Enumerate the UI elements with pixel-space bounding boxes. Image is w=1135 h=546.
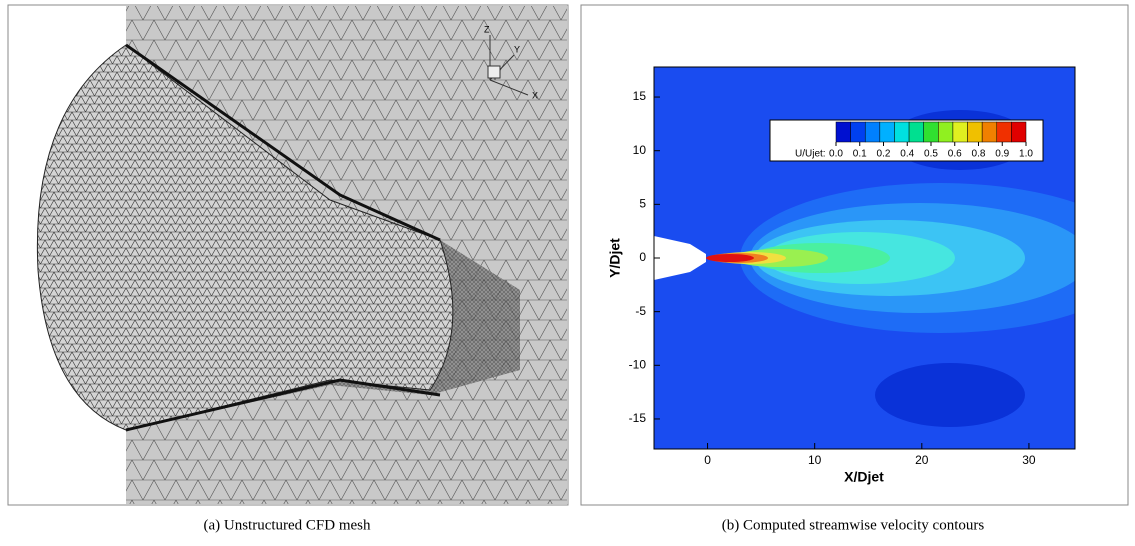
colorbar-tick-label: 0.8 bbox=[972, 149, 986, 160]
colorbar-segment bbox=[952, 121, 968, 143]
y-tick-label: -15 bbox=[629, 411, 647, 425]
x-tick-label: 30 bbox=[1022, 453, 1036, 467]
colorbar-segment bbox=[908, 121, 924, 143]
x-tick-label: 0 bbox=[704, 453, 711, 467]
y-tick-label: 15 bbox=[633, 89, 647, 103]
colorbar-tick-label: 1.0 bbox=[1019, 149, 1033, 160]
colorbar-tick-label: 0.6 bbox=[948, 149, 962, 160]
colorbar-tick-label: 0.4 bbox=[900, 149, 914, 160]
colorbar-segment bbox=[835, 121, 851, 143]
nozzle-edge bbox=[125, 43, 441, 242]
colorbar-tick-label: 0.1 bbox=[853, 149, 867, 160]
y-tick-label: 0 bbox=[639, 250, 646, 264]
nozzle-edge bbox=[125, 378, 441, 432]
colorbar-segment bbox=[938, 121, 954, 143]
colorbar-tick-label: 0.9 bbox=[995, 149, 1009, 160]
axis-label: X bbox=[532, 90, 538, 100]
axis-label: Z bbox=[484, 24, 490, 34]
axis-label: Y bbox=[514, 44, 520, 54]
nozzle-mesh bbox=[36, 44, 454, 431]
x-tick-label: 20 bbox=[915, 453, 929, 467]
y-axis-label: Y/Djet bbox=[607, 238, 623, 278]
y-tick-label: 10 bbox=[633, 143, 647, 157]
colorbar-segment bbox=[981, 121, 998, 143]
colorbar-tick-label: 0.2 bbox=[877, 149, 891, 160]
colorbar-segment bbox=[879, 121, 895, 143]
x-tick-label: 10 bbox=[808, 453, 822, 467]
colorbar-segment bbox=[996, 121, 1012, 143]
x-axis-label: X/Djet bbox=[844, 469, 884, 485]
colorbar-segment bbox=[967, 121, 983, 143]
caption: (a) Unstructured CFD mesh bbox=[203, 517, 371, 533]
y-tick-label: -10 bbox=[629, 357, 647, 371]
axis-triad bbox=[487, 35, 529, 96]
colorbar-tick-label: 0.5 bbox=[924, 149, 938, 160]
colorbar-segment bbox=[894, 121, 910, 143]
colorbar-label: U/Ujet: bbox=[795, 149, 826, 160]
colorbar-segment bbox=[850, 121, 866, 143]
y-tick-label: 5 bbox=[639, 197, 646, 211]
colorbar-segment bbox=[1011, 121, 1027, 143]
colorbar-segment bbox=[923, 121, 939, 143]
y-tick-label: -5 bbox=[635, 304, 646, 318]
caption: (b) Computed streamwise velocity contour… bbox=[722, 517, 985, 533]
colorbar-tick-label: 0.0 bbox=[829, 149, 843, 160]
colorbar-segment bbox=[864, 121, 881, 143]
